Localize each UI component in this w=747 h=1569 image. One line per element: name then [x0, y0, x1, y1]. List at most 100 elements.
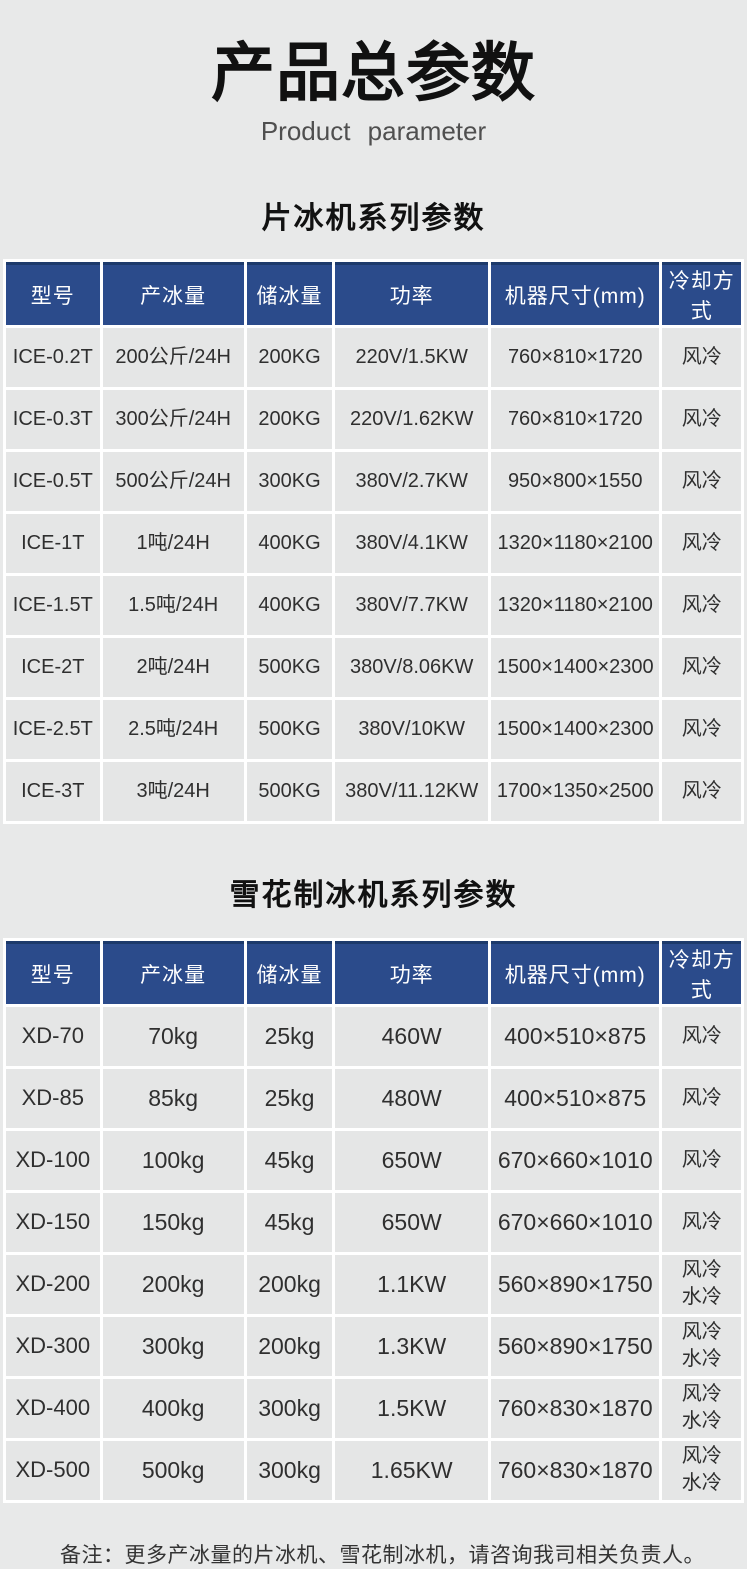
column-header: 机器尺寸(mm)	[491, 261, 660, 325]
value-cell: 200kg	[246, 1316, 333, 1376]
value-cell: 风冷	[662, 1006, 741, 1066]
value-cell: 400KG	[246, 513, 333, 573]
header-row: 型号 产冰量 储冰量 功率 机器尺寸(mm) 冷却方式	[6, 940, 741, 1004]
model-cell: XD-500	[6, 1440, 100, 1500]
value-cell: 950×800×1550	[491, 451, 660, 511]
value-cell: 风冷	[662, 389, 741, 449]
value-cell: 400×510×875	[491, 1068, 660, 1128]
value-cell: 45kg	[246, 1192, 333, 1252]
value-cell: 1.65KW	[335, 1440, 488, 1500]
value-cell: 风冷	[662, 513, 741, 573]
value-cell: 500KG	[246, 637, 333, 697]
value-cell: 70kg	[102, 1006, 244, 1066]
value-cell: 200KG	[246, 389, 333, 449]
model-cell: XD-70	[6, 1006, 100, 1066]
model-cell: ICE-1T	[6, 513, 100, 573]
table-row: ICE-0.5T 500公斤/24H 300KG 380V/2.7KW 950×800×…	[6, 451, 741, 511]
value-cell: 400KG	[246, 575, 333, 635]
table-row: XD-150 150kg 45kg 650W 670×660×1010 风冷	[6, 1192, 741, 1252]
model-cell: XD-85	[6, 1068, 100, 1128]
table-row: ICE-0.3T 300公斤/24H 200KG 220V/1.62KW 760×810…	[6, 389, 741, 449]
column-header: 型号	[6, 940, 100, 1004]
table-row: XD-300 300kg 200kg 1.3KW 560×890×1750 风冷 水冷	[6, 1316, 741, 1376]
value-cell: 200公斤/24H	[102, 327, 244, 387]
column-header: 冷却方式	[662, 940, 741, 1004]
model-cell: XD-200	[6, 1254, 100, 1314]
value-cell: 风冷	[662, 699, 741, 759]
footer-note: 备注：更多产冰量的片冰机、雪花制冰机，请咨询我司相关负责人。	[60, 1543, 705, 1567]
value-cell: 300kg	[102, 1316, 244, 1376]
value-cell: 风冷	[662, 1192, 741, 1252]
value-cell: 760×810×1720	[491, 389, 660, 449]
value-cell: 100kg	[102, 1130, 244, 1190]
value-cell: 1吨/24H	[102, 513, 244, 573]
value-cell: 150kg	[102, 1192, 244, 1252]
snowflake-ice-machine-section: 雪花制冰机系列参数 型号 产冰量 储冰量 功率 机器尺寸(mm) 冷却方式 XD-70 70k…	[0, 870, 747, 1503]
snowflake-ice-machine-table: 型号 产冰量 储冰量 功率 机器尺寸(mm) 冷却方式 XD-70 70kg 25kg 460W 4…	[3, 937, 744, 1503]
value-cell: 500KG	[246, 761, 333, 821]
value-cell: 风冷 水冷	[662, 1254, 741, 1314]
value-cell: 300kg	[246, 1378, 333, 1438]
column-header: 产冰量	[102, 261, 244, 325]
value-cell: 1.1KW	[335, 1254, 488, 1314]
flake-ice-machine-table: 型号 产冰量 储冰量 功率 机器尺寸(mm) 冷却方式 ICE-0.2T 200公斤/24H 2…	[3, 258, 744, 824]
column-header: 产冰量	[102, 940, 244, 1004]
column-header: 储冰量	[246, 261, 333, 325]
value-cell: 300kg	[246, 1440, 333, 1500]
value-cell: 1500×1400×2300	[491, 637, 660, 697]
value-cell: 500kg	[102, 1440, 244, 1500]
column-header: 功率	[335, 940, 488, 1004]
value-cell: 650W	[335, 1130, 488, 1190]
value-cell: 200kg	[246, 1254, 333, 1314]
value-cell: 500KG	[246, 699, 333, 759]
value-cell: 670×660×1010	[491, 1130, 660, 1190]
model-cell: XD-400	[6, 1378, 100, 1438]
model-cell: ICE-3T	[6, 761, 100, 821]
value-cell: 25kg	[246, 1006, 333, 1066]
value-cell: 1700×1350×2500	[491, 761, 660, 821]
table-row: ICE-1.5T 1.5吨/24H 400KG 380V/7.7KW 1320×1180…	[6, 575, 741, 635]
header-row: 型号 产冰量 储冰量 功率 机器尺寸(mm) 冷却方式	[6, 261, 741, 325]
value-cell: 200kg	[102, 1254, 244, 1314]
value-cell: 380V/8.06KW	[335, 637, 488, 697]
column-header: 功率	[335, 261, 488, 325]
table-row: ICE-2.5T 2.5吨/24H 500KG 380V/10KW 1500×1400×…	[6, 699, 741, 759]
flake-ice-machine-section: 片冰机系列参数 型号 产冰量 储冰量 功率 机器尺寸(mm) 冷却方式 ICE-0.2T 20…	[0, 193, 747, 824]
value-cell: 风冷	[662, 327, 741, 387]
value-cell: 2吨/24H	[102, 637, 244, 697]
column-header: 型号	[6, 261, 100, 325]
value-cell: 650W	[335, 1192, 488, 1252]
model-cell: ICE-0.5T	[6, 451, 100, 511]
table-row: ICE-2T 2吨/24H 500KG 380V/8.06KW 1500×1400×23…	[6, 637, 741, 697]
value-cell: 2.5吨/24H	[102, 699, 244, 759]
model-cell: XD-300	[6, 1316, 100, 1376]
value-cell: 1.5吨/24H	[102, 575, 244, 635]
value-cell: 风冷 水冷	[662, 1378, 741, 1438]
value-cell: 300公斤/24H	[102, 389, 244, 449]
value-cell: 460W	[335, 1006, 488, 1066]
value-cell: 400×510×875	[491, 1006, 660, 1066]
model-cell: XD-100	[6, 1130, 100, 1190]
table-row: ICE-1T 1吨/24H 400KG 380V/4.1KW 1320×1180×210…	[6, 513, 741, 573]
value-cell: 风冷	[662, 451, 741, 511]
section-title-snowflake-ice: 雪花制冰机系列参数	[229, 878, 518, 912]
value-cell: 风冷	[662, 761, 741, 821]
column-header: 储冰量	[246, 940, 333, 1004]
value-cell: 380V/7.7KW	[335, 575, 488, 635]
table-row: XD-100 100kg 45kg 650W 670×660×1010 风冷	[6, 1130, 741, 1190]
value-cell: 200KG	[246, 327, 333, 387]
section-title-flake-ice: 片冰机系列参数	[261, 201, 486, 235]
value-cell: 45kg	[246, 1130, 333, 1190]
value-cell: 风冷	[662, 637, 741, 697]
column-header: 机器尺寸(mm)	[491, 940, 660, 1004]
value-cell: 400kg	[102, 1378, 244, 1438]
model-cell: ICE-2.5T	[6, 699, 100, 759]
value-cell: 1.5KW	[335, 1378, 488, 1438]
column-header: 冷却方式	[662, 261, 741, 325]
value-cell: 670×660×1010	[491, 1192, 660, 1252]
model-cell: ICE-2T	[6, 637, 100, 697]
value-cell: 风冷	[662, 1130, 741, 1190]
value-cell: 560×890×1750	[491, 1254, 660, 1314]
table-row: ICE-3T 3吨/24H 500KG 380V/11.12KW 1700×1350×2…	[6, 761, 741, 821]
